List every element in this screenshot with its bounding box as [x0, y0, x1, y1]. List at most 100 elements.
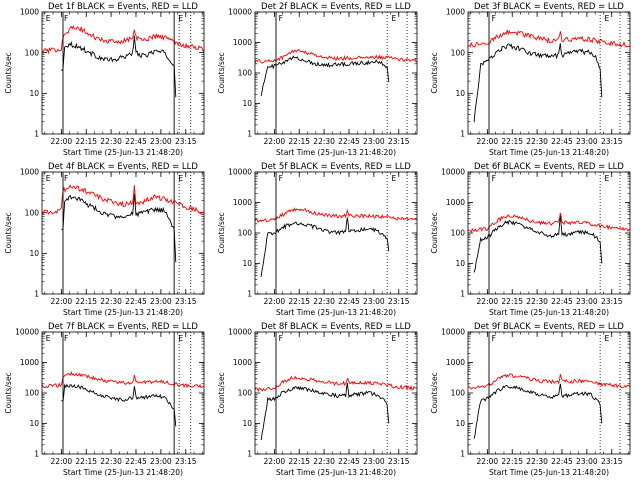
- y-tick-label: 100: [451, 48, 466, 57]
- series-lld: [255, 207, 417, 223]
- series-lld: [42, 371, 204, 389]
- y-tick-label: 1: [34, 290, 39, 299]
- x-tick-label: 23:15: [388, 137, 410, 146]
- series-lld: [42, 184, 204, 216]
- plot-frame: [41, 331, 205, 455]
- series-lld: [468, 29, 630, 48]
- x-tick-label: 23:00: [363, 137, 385, 146]
- plot-frame: [41, 11, 205, 135]
- flag-label: F: [492, 14, 496, 23]
- series-events: [61, 383, 177, 427]
- plot-frame: [467, 331, 631, 455]
- y-axis-label: Counts/sec: [217, 212, 226, 253]
- y-tick-label: 10000: [228, 328, 252, 337]
- x-axis-label: Start Time (25-Jun-13 21:48:20): [63, 468, 183, 477]
- x-tick-label: 23:15: [601, 457, 623, 466]
- x-tick-label: 22:45: [551, 457, 573, 466]
- y-tick-label: 100: [238, 69, 253, 78]
- x-tick-label: 23:00: [150, 297, 172, 306]
- y-tick-label: 1000: [233, 38, 252, 47]
- x-tick-label: 22:15: [501, 137, 523, 146]
- series-lld: [255, 375, 417, 393]
- series-events: [61, 35, 177, 98]
- x-tick-label: 22:45: [338, 457, 360, 466]
- y-axis-label: Counts/sec: [4, 52, 13, 93]
- y-tick-label: 10: [29, 89, 39, 98]
- y-tick-label: 1: [460, 290, 465, 299]
- x-tick-label: 22:30: [100, 297, 122, 306]
- plot-frame: [41, 171, 205, 295]
- flag-label: F: [64, 334, 68, 343]
- x-tick-label: 23:00: [363, 457, 385, 466]
- x-tick-label: 22:00: [51, 297, 73, 306]
- x-axis-label: Start Time (25-Jun-13 21:48:20): [489, 148, 609, 157]
- panel-det-4: Det 4f BLACK = Events, RED = LLD Counts/s…: [4, 162, 205, 317]
- y-tick-label: 1: [247, 290, 252, 299]
- x-tick-label: 23:15: [175, 457, 197, 466]
- x-tick-label: 22:45: [125, 297, 147, 306]
- x-axis-label: Start Time (25-Jun-13 21:48:20): [63, 308, 183, 317]
- series-events: [473, 214, 603, 273]
- panel-title: Det 4f BLACK = Events, RED = LLD: [48, 162, 198, 172]
- y-tick-label: 1: [34, 450, 39, 459]
- plot-frame: [467, 11, 631, 135]
- x-tick-label: 23:15: [601, 137, 623, 146]
- x-tick-label: 23:15: [175, 137, 197, 146]
- y-axis-label: Counts/sec: [4, 212, 13, 253]
- x-tick-label: 23:00: [150, 457, 172, 466]
- flag-label: E: [46, 334, 51, 343]
- x-tick-label: 22:15: [75, 297, 97, 306]
- x-tick-label: 23:00: [363, 297, 385, 306]
- panel-title: Det 9f BLACK = Events, RED = LLD: [474, 322, 624, 332]
- y-tick-label: 10000: [228, 8, 252, 17]
- flag-label: E: [391, 334, 396, 343]
- x-tick-label: 22:30: [526, 457, 548, 466]
- y-tick-label: 10: [242, 259, 252, 268]
- x-tick-label: 22:45: [125, 457, 147, 466]
- series-events: [61, 193, 177, 263]
- x-tick-label: 22:30: [313, 137, 335, 146]
- panel-title: Det 8f BLACK = Events, RED = LLD: [261, 322, 411, 332]
- y-tick-label: 100: [25, 389, 40, 398]
- y-tick-label: 100: [238, 389, 253, 398]
- flag-label: E: [391, 14, 396, 23]
- x-tick-label: 22:15: [501, 297, 523, 306]
- x-tick-label: 22:00: [51, 457, 73, 466]
- flag-label: E: [178, 174, 183, 183]
- x-tick-label: 22:30: [313, 457, 335, 466]
- series-lld: [468, 373, 630, 390]
- y-tick-label: 1000: [446, 8, 465, 17]
- x-tick-label: 23:00: [576, 457, 598, 466]
- x-tick-label: 23:00: [150, 137, 172, 146]
- plot-frame: [254, 331, 418, 455]
- flag-label: E: [178, 334, 183, 343]
- series-events: [260, 382, 390, 441]
- y-tick-label: 1: [247, 450, 252, 459]
- y-tick-label: 1000: [20, 358, 39, 367]
- y-tick-label: 1000: [20, 8, 39, 17]
- y-tick-label: 1000: [446, 198, 465, 207]
- plot-frame: [467, 171, 631, 295]
- x-tick-label: 22:30: [313, 297, 335, 306]
- y-tick-label: 10: [455, 419, 465, 428]
- x-tick-label: 22:00: [477, 457, 499, 466]
- x-axis-label: Start Time (25-Jun-13 21:48:20): [489, 468, 609, 477]
- y-tick-label: 100: [451, 229, 466, 238]
- y-axis-label: Counts/sec: [217, 52, 226, 93]
- x-tick-label: 22:15: [75, 457, 97, 466]
- y-tick-label: 1: [34, 130, 39, 139]
- panel-det-5: Det 5f BLACK = Events, RED = LLD Counts/s…: [217, 162, 418, 317]
- y-tick-label: 1000: [446, 358, 465, 367]
- y-tick-label: 10000: [441, 328, 465, 337]
- x-tick-label: 23:15: [388, 297, 410, 306]
- panel-title: Det 5f BLACK = Events, RED = LLD: [261, 162, 411, 172]
- plot-frame: [254, 11, 418, 135]
- panel-det-9: Det 9f BLACK = Events, RED = LLD Counts/s…: [430, 322, 631, 477]
- y-tick-label: 10: [455, 259, 465, 268]
- panel-det-6: Det 6f BLACK = Events, RED = LLD Counts/s…: [430, 162, 631, 317]
- flag-label: F: [279, 14, 283, 23]
- panel-title: Det 1f BLACK = Events, RED = LLD: [48, 2, 198, 12]
- y-tick-label: 10000: [15, 328, 39, 337]
- x-tick-label: 22:45: [125, 137, 147, 146]
- series-events: [473, 383, 603, 439]
